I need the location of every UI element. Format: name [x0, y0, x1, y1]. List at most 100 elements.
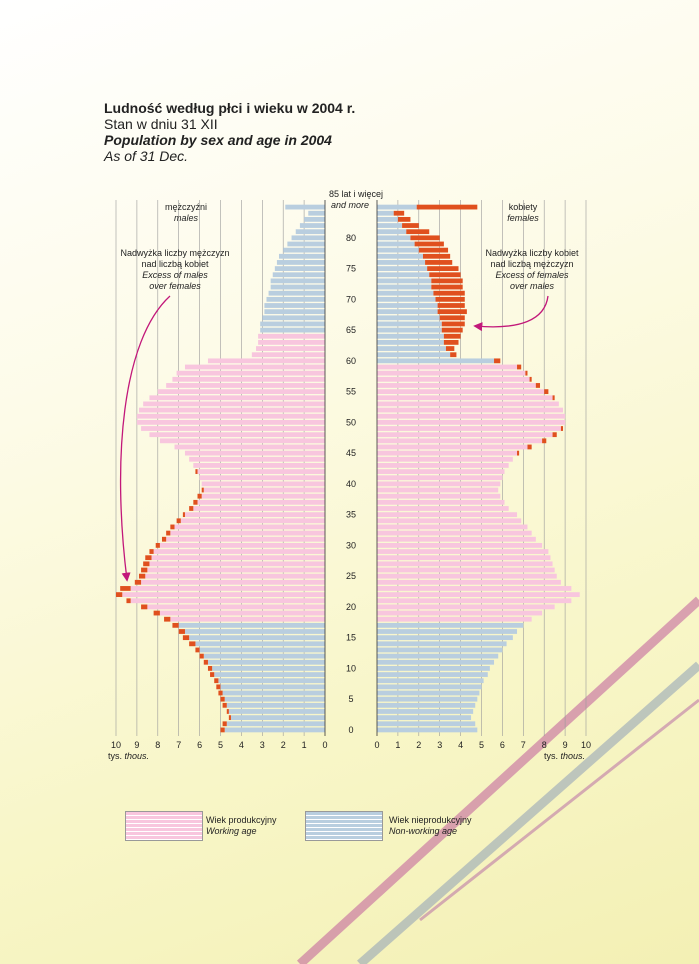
bar-male: [295, 229, 325, 235]
bar-female-excess: [433, 290, 465, 296]
bar-male: [166, 383, 325, 388]
bar-male-excess: [182, 512, 185, 518]
bar-male: [130, 598, 325, 604]
bar-female: [377, 272, 430, 278]
bar-female: [377, 241, 415, 247]
bar-female: [377, 555, 551, 561]
males-label: mężczyźni: [165, 202, 207, 212]
bar-male: [147, 567, 325, 573]
chart-subtitle-en: As of 31 Dec.: [104, 148, 189, 164]
bar-female: [377, 413, 566, 419]
bar-female: [377, 512, 518, 518]
x-tick-label-left: 6: [197, 740, 202, 750]
bar-female-excess: [552, 432, 557, 438]
bar-male-excess: [189, 641, 196, 647]
bar-male: [174, 444, 325, 450]
bar-female-excess: [529, 376, 532, 382]
bar-female: [377, 407, 564, 413]
bar-male-excess: [149, 549, 154, 554]
legend-working-swatch: [125, 811, 203, 841]
bar-male: [260, 327, 325, 333]
bar-female: [377, 456, 513, 462]
bar-female: [377, 727, 478, 733]
bar-female-excess: [429, 272, 461, 278]
bar-male: [147, 604, 325, 610]
bar-male: [197, 469, 325, 474]
excess-females-annotation: Nadwyżka liczby kobiet nad liczbą mężczy…: [485, 248, 579, 291]
bar-male: [203, 653, 325, 659]
bar-female: [377, 296, 436, 302]
bar-male-excess: [193, 499, 198, 505]
bar-female: [377, 499, 505, 505]
bar-male: [170, 530, 325, 536]
bar-male-excess: [199, 653, 204, 659]
bar-male: [226, 702, 325, 708]
grid-left: [115, 200, 305, 736]
bar-male: [151, 555, 325, 561]
bar-male: [197, 499, 325, 505]
bar-male: [184, 364, 325, 370]
x-tick-label-left: 5: [218, 740, 223, 750]
bar-female: [377, 303, 438, 308]
age-tick-label: 5: [348, 694, 353, 704]
bar-male: [268, 290, 325, 296]
bar-male-excess: [214, 678, 219, 684]
females-label: kobiety: [509, 202, 538, 212]
bar-male: [166, 536, 325, 542]
chart-title-pl: Ludność według płci i wieku w 2004 r.: [104, 100, 356, 116]
bar-female-excess: [414, 241, 444, 247]
males-label-en: males: [174, 213, 199, 223]
bar-female: [377, 536, 536, 542]
bar-female: [377, 659, 495, 665]
bar-female: [377, 358, 495, 364]
bar-male: [207, 659, 325, 665]
legend-working-pl: Wiek produkcyjny: [206, 815, 277, 825]
bar-male: [214, 672, 325, 677]
age-tick-label: 55: [346, 387, 356, 397]
title-block: Ludność według płci i wieku w 2004 r. St…: [104, 100, 355, 164]
axis-left: 0 1 2 3 4 5 6 7 8 9 10: [111, 200, 328, 750]
bar-male: [207, 358, 325, 364]
bar-male: [201, 481, 325, 487]
excess-females-line1: Nadwyżka liczby kobiet: [485, 248, 579, 258]
bar-male-excess: [134, 579, 142, 585]
age-tick-label: 20: [346, 602, 356, 612]
bar-male: [170, 616, 325, 622]
x-tick-label-right: 9: [563, 740, 568, 750]
excess-males-line2: nad liczbą kobiet: [141, 259, 209, 269]
bar-male: [141, 426, 325, 431]
bar-male-excess: [141, 567, 148, 573]
bar-male: [203, 487, 325, 493]
bar-male: [159, 610, 325, 616]
bar-male: [184, 450, 325, 456]
bar-male: [304, 216, 325, 222]
bar-female: [377, 702, 476, 708]
bar-male-excess: [153, 610, 160, 616]
bar-female: [377, 721, 476, 727]
chart-subtitle-pl: Stan w dniu 31 XII: [104, 116, 218, 132]
bar-female: [377, 315, 440, 321]
bar-female: [377, 641, 507, 647]
top-age-label-en: and more: [331, 200, 369, 210]
bar-female-excess: [435, 296, 465, 302]
bar-female: [377, 260, 426, 265]
bar-male: [184, 629, 325, 634]
bar-female-excess: [431, 284, 463, 290]
bar-female-excess: [416, 204, 478, 210]
bar-female: [377, 518, 522, 524]
bar-female: [377, 216, 398, 222]
excess-females-line3: Excess of females: [495, 270, 569, 280]
age-tick-label: 60: [346, 356, 356, 366]
bar-female: [377, 309, 438, 315]
bar-female: [377, 629, 518, 634]
bar-female: [377, 567, 555, 573]
bar-female-excess: [393, 210, 405, 216]
bar-male: [262, 315, 325, 321]
bar-male: [149, 561, 325, 567]
bar-male: [228, 709, 325, 714]
bar-male: [172, 376, 325, 382]
unit-left: tys. thous.: [108, 751, 149, 761]
bar-female-excess: [402, 223, 419, 228]
bar-female-excess: [517, 364, 522, 370]
x-tick-label-right: 3: [437, 740, 442, 750]
